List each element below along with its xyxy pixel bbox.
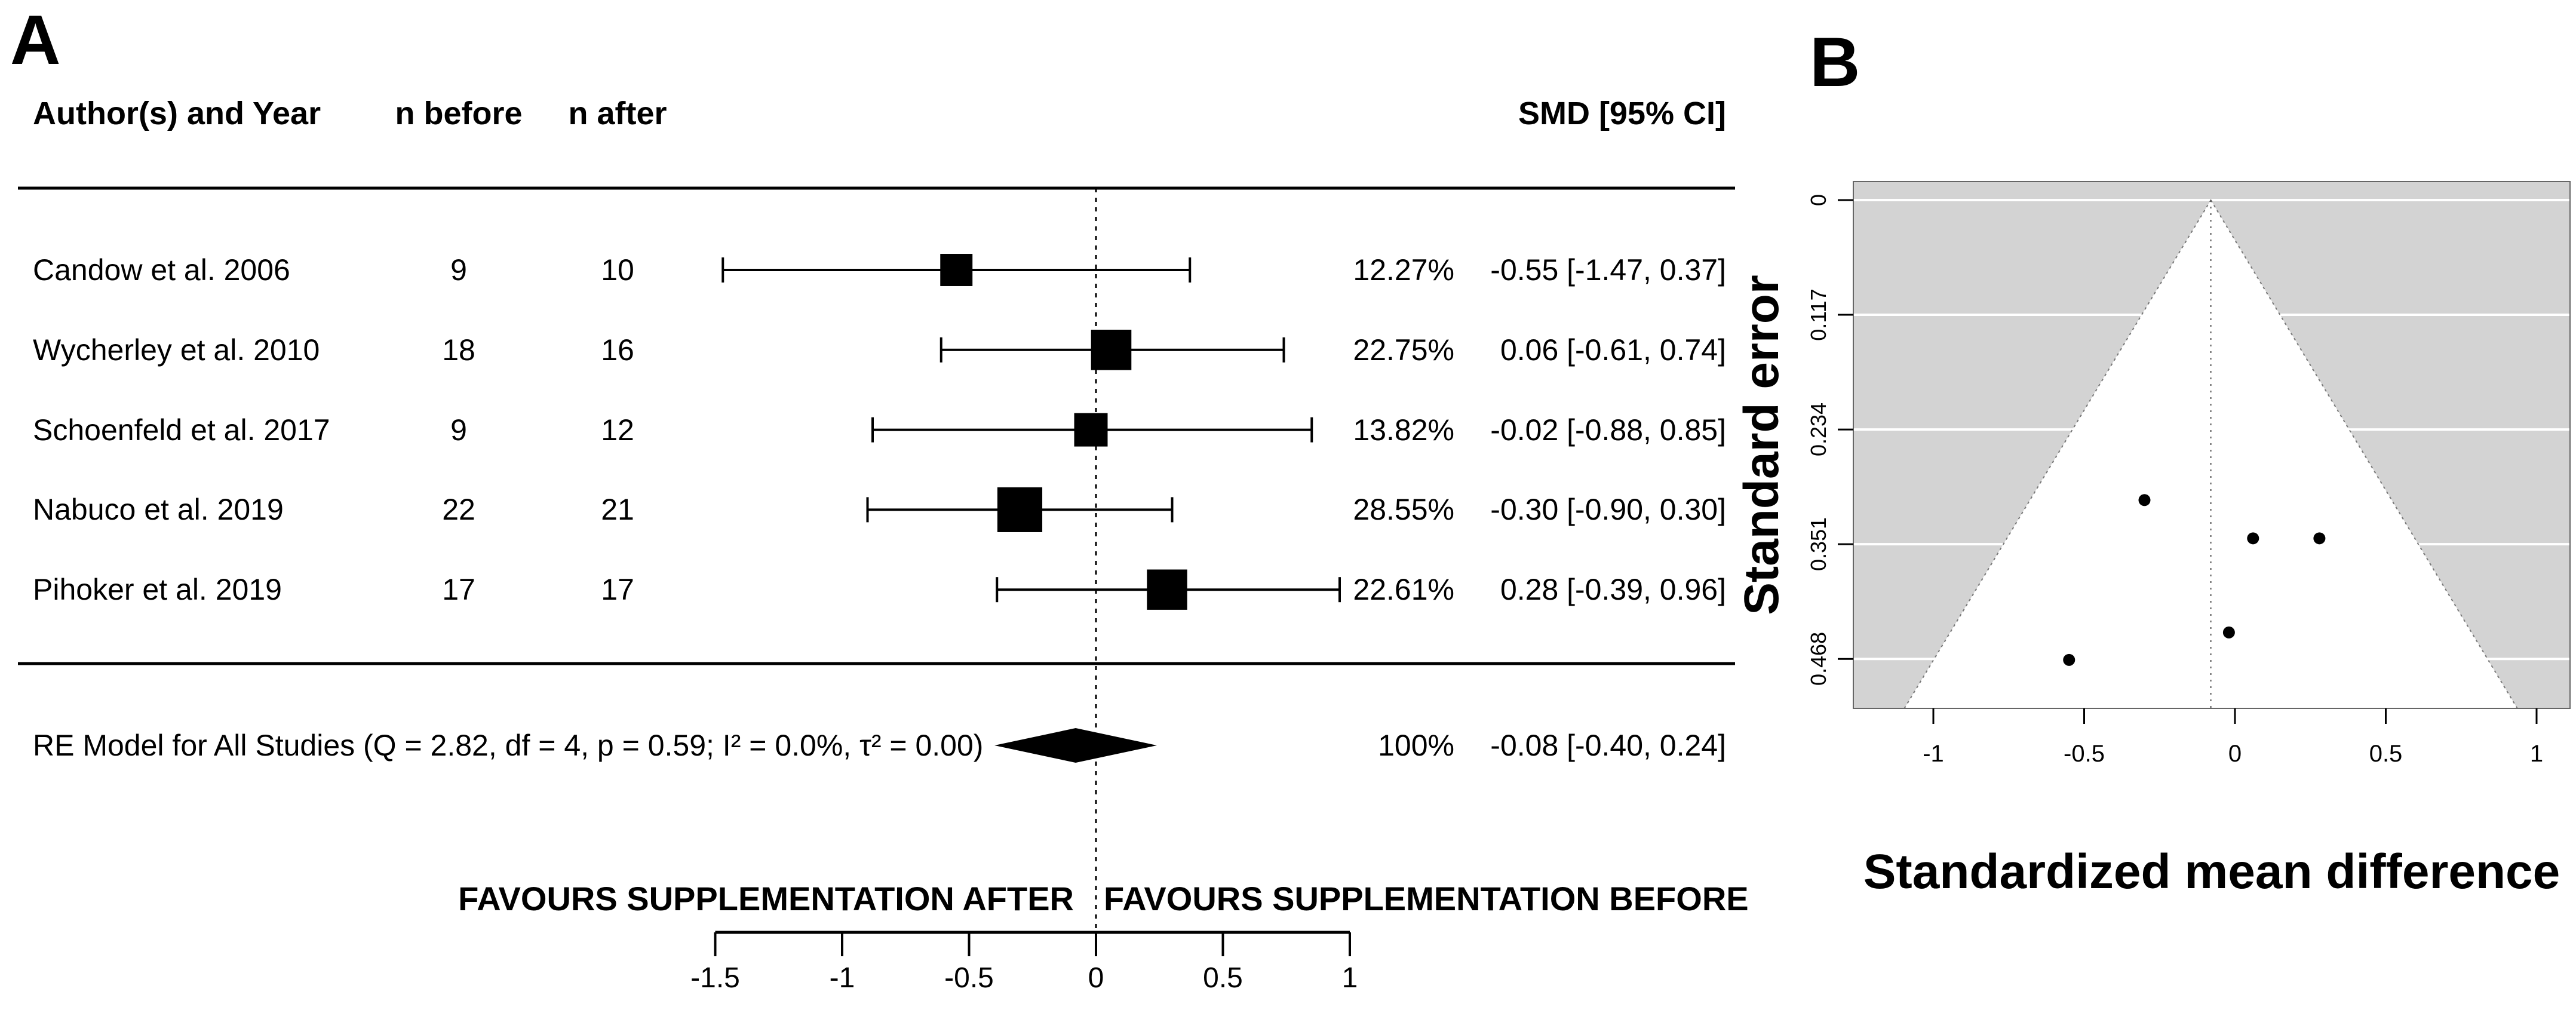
study-weight: 22.75% [1353,333,1454,367]
funnel-x-tick-label: 0 [2228,741,2242,767]
study-n-after: 10 [601,253,634,287]
summary-weight: 100% [1378,729,1454,762]
forest-x-axis-tick-label: 0.5 [1203,962,1243,994]
study-n-after: 21 [601,493,634,527]
column-header-author: Author(s) and Year [33,96,321,131]
study-n-before: 9 [450,253,467,287]
column-header-smd-ci: SMD [95% CI] [1518,96,1726,131]
funnel-plot-border [1853,181,2571,709]
study-weight: 22.61% [1353,573,1454,607]
study-weight: 12.27% [1353,253,1454,287]
funnel-y-tick-label: 0.234 [1806,403,1831,457]
funnel-x-axis-title: Standardized mean difference [1863,845,2560,899]
summary-label: RE Model for All Studies (Q = 2.82, df =… [33,729,984,762]
study-smd-ci: -0.02 [-0.88, 0.85] [1490,413,1726,447]
funnel-study-point [2063,653,2075,666]
column-header-n-after: n after [568,96,667,131]
study-n-before: 17 [442,573,475,607]
study-author: Wycherley et al. 2010 [33,333,320,367]
funnel-y-tick-label: 0.117 [1806,288,1831,341]
study-author: Candow et al. 2006 [33,253,290,287]
effect-square [1074,413,1108,447]
funnel-x-tick-label: -0.5 [2064,741,2105,767]
column-header-n-before: n before [395,96,523,131]
funnel-study-point [2222,626,2235,638]
study-author: Pihoker et al. 2019 [33,573,282,607]
panel-a-label: A [10,1,61,79]
panel-b-label: B [1810,23,1860,101]
funnel-x-tick-label: 1 [2529,741,2544,767]
study-n-after: 16 [601,333,634,367]
forest-x-axis-tick-label: 1 [1341,962,1358,994]
funnel-y-tick-label: 0 [1806,194,1831,207]
summary-diamond [994,728,1157,763]
effect-square [997,487,1043,532]
funnel-study-point [2247,532,2259,545]
forest-x-axis-tick-label: 0 [1088,962,1104,994]
funnel-study-point [2313,532,2326,545]
funnel-ci-triangle [1903,199,2519,709]
favours-before-label: FAVOURS SUPPLEMENTATION BEFORE [1104,880,1749,917]
study-author: Schoenfeld et al. 2017 [33,413,330,447]
forest-x-axis-tick-label: -1.5 [690,962,740,994]
funnel-x-tick-label: 0.5 [2369,741,2403,767]
funnel-x-tick-label: -1 [1923,741,1944,767]
study-smd-ci: -0.55 [-1.47, 0.37] [1490,253,1726,287]
study-weight: 28.55% [1353,493,1454,527]
study-smd-ci: 0.06 [-0.61, 0.74] [1500,333,1726,367]
forest-x-axis-tick-label: -0.5 [944,962,994,994]
effect-square [940,254,973,286]
study-smd-ci: 0.28 [-0.39, 0.96] [1500,573,1726,607]
funnel-y-tick-label: 0.351 [1806,517,1831,572]
effect-square [1091,330,1132,370]
study-smd-ci: -0.30 [-0.90, 0.30] [1490,493,1726,527]
study-n-before: 9 [450,413,467,447]
funnel-y-tick-label: 0.468 [1806,632,1831,686]
study-weight: 13.82% [1353,413,1454,447]
study-n-before: 18 [442,333,475,367]
effect-square [1147,569,1187,610]
study-n-after: 17 [601,573,634,607]
favours-after-label: FAVOURS SUPPLEMENTATION AFTER [458,880,1074,917]
funnel-study-point [2138,494,2151,506]
funnel-y-axis-title: Standard error [1734,275,1789,615]
study-author: Nabuco et al. 2019 [33,493,284,527]
forest-x-axis-tick-label: -1 [829,962,855,994]
summary-smd-ci: -0.08 [-0.40, 0.24] [1490,729,1726,762]
study-n-after: 12 [601,413,634,447]
study-n-before: 22 [442,493,475,527]
